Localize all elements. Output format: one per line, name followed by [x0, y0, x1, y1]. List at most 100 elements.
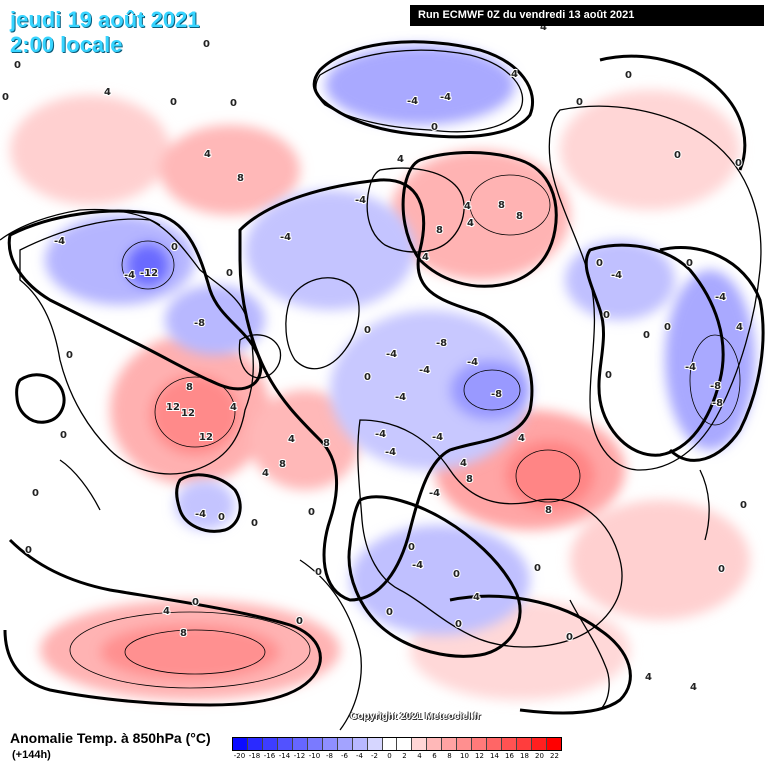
legend-swatches: [232, 737, 562, 751]
contour-warm-siberia-8: [469, 174, 551, 236]
legend-ticks: -20 -18 -16 -14 -12 -10 -8 -6 -4 -2 0 2 4 6 8 10 12 14 16 1…: [232, 752, 562, 762]
zero-contour-north-east: [599, 54, 747, 171]
forecast-date: jeudi 19 août 2021: [10, 7, 200, 32]
contour-label: -8: [436, 338, 447, 349]
contour-label: 12: [199, 432, 213, 443]
legend-tick-label: 6: [432, 752, 437, 760]
contour-label: 4: [422, 252, 429, 263]
contour-label: 0: [603, 310, 610, 321]
legend-swatch: [412, 738, 428, 750]
cold-area-alaska: [45, 215, 195, 305]
contour-cold-asia-8: [689, 334, 741, 426]
contour-warm-na-8: [154, 376, 236, 448]
legend-tick-label: -16: [263, 752, 276, 760]
contour-label: -4: [407, 96, 418, 107]
contour-label: 0: [226, 268, 233, 279]
cold-area-alaska-core: [126, 243, 170, 287]
contour-label: 0: [14, 60, 21, 71]
contour-label: -8: [710, 381, 721, 392]
lead-time: (+144h): [12, 749, 51, 761]
cold-area-arctic-north: [325, 45, 515, 125]
contour-label: 8: [436, 225, 443, 236]
legend-swatch: [397, 738, 413, 750]
legend-swatch: [337, 738, 353, 750]
contour-label: 4: [288, 434, 295, 445]
contour-label: 0: [686, 258, 693, 269]
cold-area-asia-north: [565, 240, 675, 320]
contour-warm-eu-8: [515, 449, 581, 503]
warm-area-east: [560, 90, 740, 210]
legend-swatch: [442, 738, 458, 750]
contour-label: 4: [473, 592, 480, 603]
contour-label: 0: [735, 158, 742, 169]
contour-label: 8: [180, 628, 187, 639]
contour-label: 0: [32, 488, 39, 499]
contour-label: 4: [690, 682, 697, 693]
contour-label: 0: [643, 330, 650, 341]
legend-swatch: [517, 738, 533, 750]
contour-label: 8: [498, 200, 505, 211]
warm-area-west: [10, 95, 170, 205]
model-run-banner: Run ECMWF 0Z du vendredi 13 août 2021: [410, 5, 764, 26]
contour-label: 0: [605, 370, 612, 381]
zero-contour-alaska: [7, 209, 263, 391]
contour-label: -4: [195, 509, 206, 520]
contour-label: 0: [364, 372, 371, 383]
contour-label: -4: [685, 362, 696, 373]
legend-tick-label: -14: [278, 752, 291, 760]
coastline-baja: [59, 459, 101, 511]
contour-label: 0: [66, 350, 73, 361]
contour-label: 0: [566, 632, 573, 643]
contour-label: 4: [736, 322, 743, 333]
contour-label: 12: [166, 402, 180, 413]
legend-swatch: [262, 738, 278, 750]
legend-swatch: [247, 738, 263, 750]
zero-contours: [3, 40, 765, 715]
zero-contour-pacific: [3, 538, 322, 707]
cold-area-scandinavia: [450, 360, 530, 420]
legend-tick-label: -6: [341, 752, 348, 760]
contour-label: 0: [576, 97, 583, 108]
contour-label: 4: [204, 149, 211, 160]
legend-tick-label: -10: [308, 752, 321, 760]
legend-tick-label: -2: [371, 752, 378, 760]
legend-swatch: [547, 738, 561, 750]
contour-label: 0: [230, 98, 237, 109]
contour-warm-pacific-8: [124, 629, 266, 675]
contour-label: 0: [315, 567, 322, 578]
contour-label: 4: [467, 218, 474, 229]
contour-label: 8: [279, 459, 286, 470]
contour-label: -4: [54, 236, 65, 247]
legend-swatch: [277, 738, 293, 750]
coastline-eurasia: [357, 419, 623, 648]
contour-label: -4: [467, 357, 478, 368]
contour-label: 0: [740, 500, 747, 511]
legend-swatch: [352, 738, 368, 750]
contour-label: 0: [596, 258, 603, 269]
legend-swatch: [457, 738, 473, 750]
legend-swatch: [472, 738, 488, 750]
coastline-hudson: [238, 334, 282, 379]
contour-label: -4: [432, 432, 443, 443]
contour-label: 0: [203, 39, 210, 50]
legend-swatch: [233, 738, 248, 750]
coastline-africa: [299, 559, 362, 731]
legend-tick-label: 10: [460, 752, 469, 760]
contour-label: -4: [715, 292, 726, 303]
contour-label: -4: [395, 392, 406, 403]
contour-label: -12: [140, 268, 158, 279]
contour-label: 0: [192, 597, 199, 608]
copyright-credit: Copyright 2021 Meteociel.fr: [350, 711, 481, 722]
legend-swatch: [427, 738, 443, 750]
legend-swatch: [487, 738, 503, 750]
cold-anomaly-layer: [45, 45, 755, 635]
contour-label: 0: [718, 564, 725, 575]
contour-label: 4: [397, 154, 404, 165]
cold-area-pole: [330, 310, 530, 470]
contour-label: 4: [645, 672, 652, 683]
contour-label: -8: [712, 398, 723, 409]
contour-label: 0: [674, 150, 681, 161]
coastline-arctic-islands: [315, 49, 524, 133]
